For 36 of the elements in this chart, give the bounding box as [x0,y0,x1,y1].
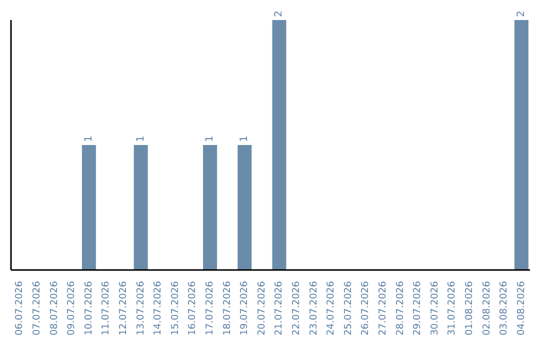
x-tick-label: 22.07.2026 [290,281,302,336]
x-tick-label: 23.07.2026 [308,281,320,336]
x-tick-label: 28.07.2026 [394,281,406,336]
x-tick-label: 17.07.2026 [204,281,216,336]
x-tick-label: 15.07.2026 [170,281,181,336]
x-tick-label: 24.07.2026 [326,281,337,336]
x-tick-label: 09.07.2026 [66,281,78,336]
x-tick-label: 31.07.2026 [446,281,458,336]
x-tick-label: 03.08.2026 [498,281,510,336]
x-tick-label: 16.07.2026 [187,281,198,336]
data-label: 1 [204,136,216,142]
x-tick-label: 30.07.2026 [429,281,440,336]
x-tick-label: 07.07.2026 [31,281,42,336]
x-tick-label: 25.07.2026 [342,281,354,336]
x-tick-label: 06.07.2026 [14,281,26,336]
x-tick-label: 02.08.2026 [481,281,492,336]
x-tick-label: 14.07.2026 [152,281,164,336]
x-tick-label: 11.07.2026 [100,281,112,336]
x-tick-label: 01.08.2026 [464,281,475,336]
x-tick-label: 19.07.2026 [239,281,250,336]
x-tick-label: 27.07.2026 [377,281,388,336]
x-tick-label: 21.07.2026 [274,281,285,336]
x-tick-label: 18.07.2026 [222,281,233,336]
x-tick-label: 08.07.2026 [48,281,60,336]
data-label: 1 [239,136,250,142]
x-tick-label: 26.07.2026 [360,281,372,336]
data-label: 1 [135,136,146,142]
x-tick-label: 13.07.2026 [135,281,146,336]
x-tick-label: 12.07.2026 [118,281,129,336]
x-tick-label: 29.07.2026 [412,281,424,336]
data-label: 2 [274,10,285,17]
data-label: 2 [516,10,527,17]
data-label: 1 [83,136,94,142]
x-tick-label: 20.07.2026 [256,281,268,336]
x-tick-label: 04.08.2026 [516,281,527,336]
x-tick-label: 10.07.2026 [83,281,94,336]
